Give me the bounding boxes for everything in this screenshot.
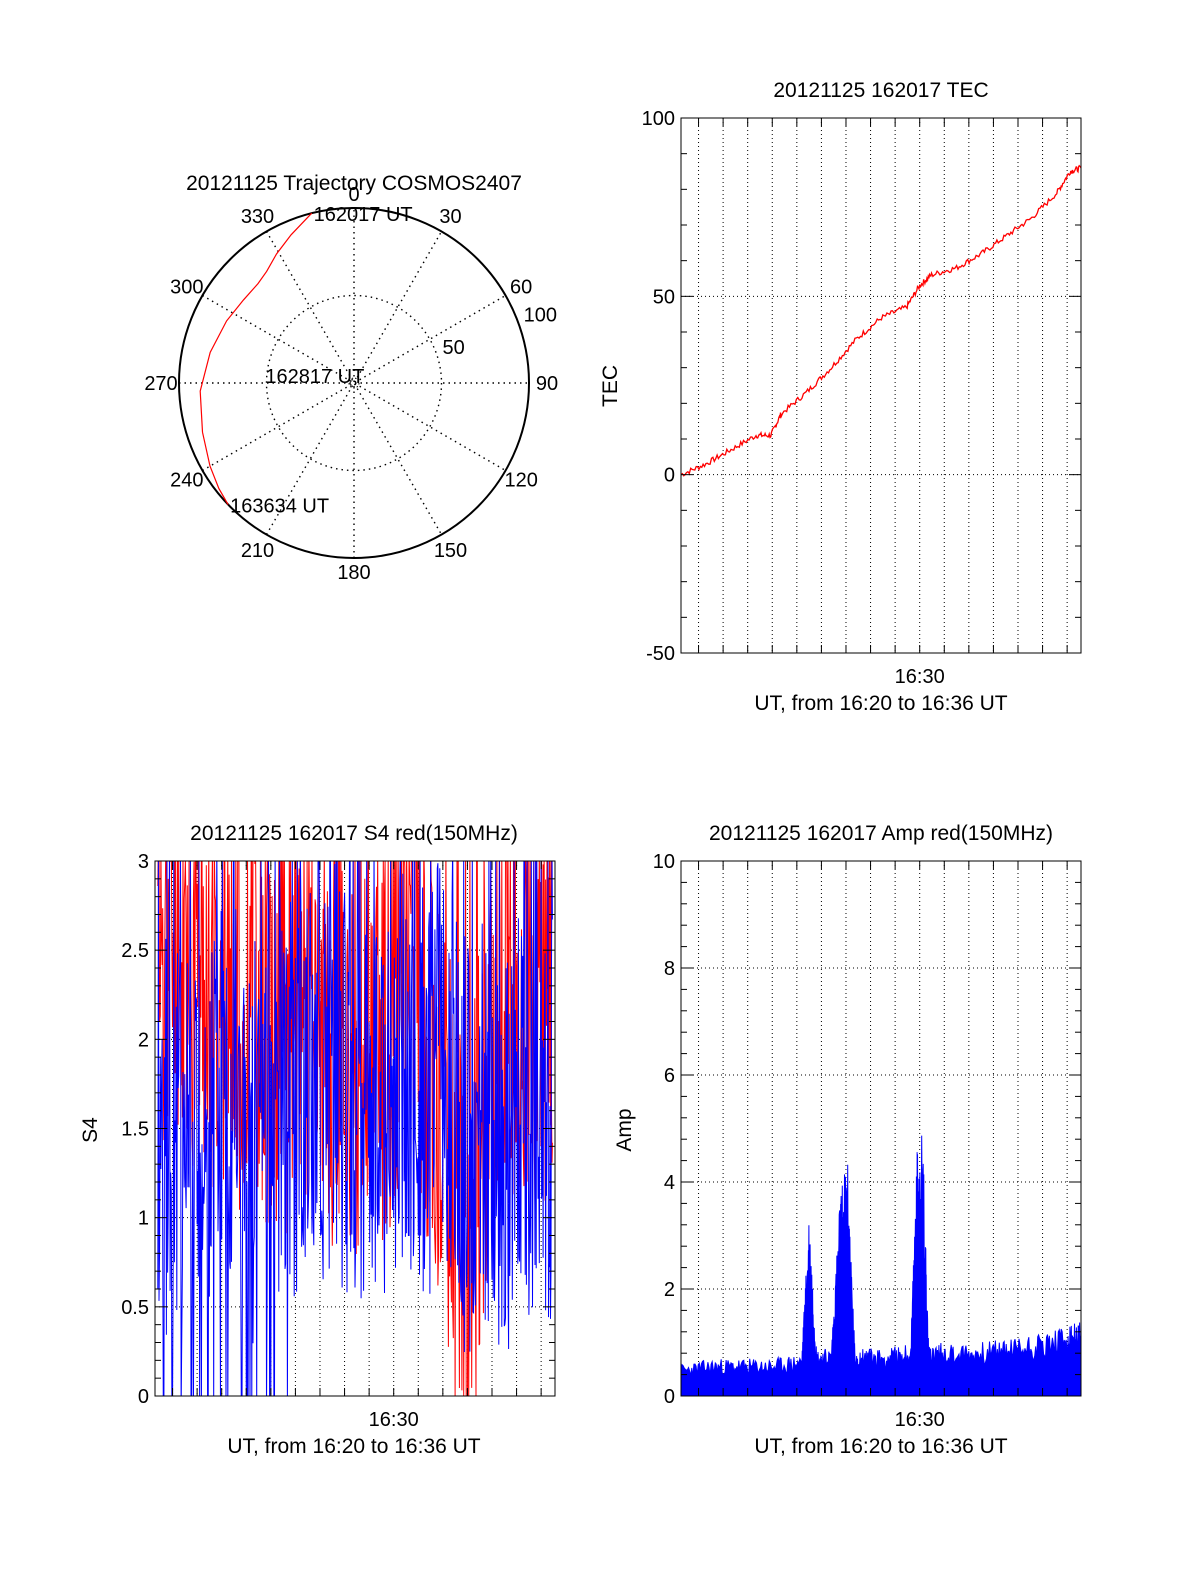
- polar-angle-label: 120: [504, 470, 537, 492]
- s4-x-label: UT, from 16:20 to 16:36 UT: [227, 1435, 480, 1458]
- trajectory-annotations: 162017 UT 162817 UT 163634 UT: [230, 204, 413, 517]
- tec-ytick-label: -50: [646, 643, 675, 665]
- tec-plot-frame: [680, 117, 1082, 654]
- trajectory-panel: 20121125 Trajectory COSMOS2407 0 30 60 90 12…: [144, 172, 558, 584]
- s4-series-blue: [157, 861, 553, 1396]
- polar-spoke: [265, 231, 443, 535]
- polar-radial-label: 100: [524, 304, 557, 326]
- polar-annotation: 163634 UT: [230, 496, 329, 518]
- amp-xtick-label: 16:30: [895, 1409, 945, 1431]
- tec-title: 20121125 162017 TEC: [773, 79, 988, 102]
- s4-ytick-label: 1.5: [121, 1119, 149, 1141]
- s4-title: 20121125 162017 S4 red(150MHz): [190, 822, 518, 845]
- amp-ytick-label: 2: [664, 1279, 675, 1301]
- s4-axis-ticks: 0 0.5 1 1.5 2 2.5 3 16:30: [121, 851, 555, 1431]
- s4-y-label: S4: [79, 1117, 102, 1143]
- amp-y-label: Amp: [613, 1108, 636, 1151]
- tec-y-label: TEC: [599, 365, 622, 407]
- polar-angle-label: 0: [348, 184, 359, 206]
- tec-gridlines: [681, 118, 1081, 653]
- polar-angle-label: 150: [434, 540, 467, 562]
- s4-panel: 20121125 162017 S4 red(150MHz) 0 0.5 1 1.5 2…: [79, 822, 556, 1458]
- amp-gridlines: [681, 861, 1081, 1396]
- amp-panel: 20121125 162017 Amp red(150MHz) 0 2 4 6 8 10 1…: [613, 822, 1082, 1458]
- s4-ytick-label: 0: [138, 1386, 149, 1408]
- polar-outer-circle: [178, 207, 530, 559]
- polar-angle-label: 300: [170, 277, 203, 299]
- amp-ytick-label: 0: [664, 1386, 675, 1408]
- polar-angle-label: 90: [536, 373, 558, 395]
- amp-ytick-label: 8: [664, 958, 675, 980]
- amp-plot-frame: [680, 860, 1082, 1397]
- polar-radial-label: 50: [443, 337, 465, 359]
- polar-annotation: 162017 UT: [314, 204, 413, 226]
- amp-ytick-label: 6: [664, 1065, 675, 1087]
- polar-radial-ticks: 50 100: [443, 304, 558, 359]
- polar-angle-label: 330: [241, 206, 274, 228]
- tec-ytick-label: 50: [653, 286, 675, 308]
- amp-title: 20121125 162017 Amp red(150MHz): [709, 822, 1053, 845]
- s4-ytick-label: 0.5: [121, 1297, 149, 1319]
- polar-spoke: [202, 294, 506, 472]
- s4-series: [157, 861, 553, 1396]
- polar-angle-label: 30: [439, 206, 461, 228]
- tec-series-line: [680, 164, 1082, 477]
- tec-xtick-label: 16:30: [895, 666, 945, 688]
- amp-ytick-label: 10: [653, 851, 675, 873]
- s4-ytick-label: 3: [138, 851, 149, 873]
- polar-annotation: 162817 UT: [265, 366, 364, 388]
- tec-panel: 20121125 162017 TEC -50 0 50 100 16:30 UT, f…: [599, 79, 1082, 715]
- trajectory-title: 20121125 Trajectory COSMOS2407: [186, 172, 522, 195]
- amp-axis-ticks: 0 2 4 6 8 10 16:30: [653, 851, 1081, 1431]
- tec-ytick-label: 0: [664, 465, 675, 487]
- s4-ytick-label: 2: [138, 1029, 149, 1051]
- polar-spoke: [265, 231, 443, 535]
- s4-ytick-label: 1: [138, 1208, 149, 1230]
- trajectory-line: [199, 212, 313, 505]
- tec-ytick-label: 100: [642, 108, 675, 130]
- s4-ytick-label: 2.5: [121, 940, 149, 962]
- s4-xtick-label: 16:30: [369, 1409, 419, 1431]
- tec-x-label: UT, from 16:20 to 16:36 UT: [754, 692, 1007, 715]
- polar-ring-50: [265, 294, 443, 472]
- amp-series-area: [680, 1135, 1082, 1397]
- polar-angle-label: 270: [144, 373, 177, 395]
- polar-center: [348, 377, 360, 389]
- polar-angle-label: 60: [510, 277, 532, 299]
- polar-spoke: [202, 294, 506, 472]
- polar-angle-ticks: 0 30 60 90 120 150 180 210 240 270 300 330: [144, 184, 558, 584]
- polar-angle-label: 210: [241, 540, 274, 562]
- amp-x-label: UT, from 16:20 to 16:36 UT: [754, 1435, 1007, 1458]
- polar-angle-label: 240: [170, 470, 203, 492]
- amp-ytick-label: 4: [664, 1172, 675, 1194]
- tec-axis-ticks: -50 0 50 100 16:30: [642, 108, 1081, 688]
- polar-angle-label: 180: [337, 562, 370, 584]
- polar-grid: [179, 208, 529, 558]
